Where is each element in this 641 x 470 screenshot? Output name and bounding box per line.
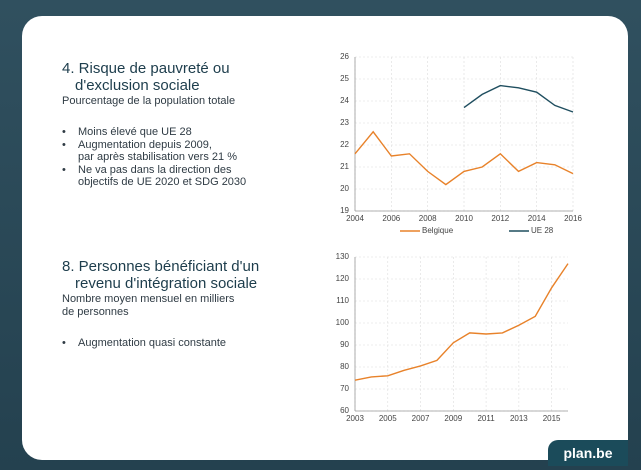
y-tick-label: 70 <box>340 384 349 393</box>
legend-label: UE 28 <box>531 226 554 235</box>
y-tick-label: 130 <box>336 252 350 261</box>
y-tick-label: 100 <box>336 318 350 327</box>
y-tick-label: 60 <box>340 406 349 415</box>
bullets: Moins élevé que UE 28 Augmentation depui… <box>62 126 302 189</box>
subtitle-line: Pourcentage de la population totale <box>62 95 236 107</box>
data-line <box>354 130 574 186</box>
y-tick-label: 26 <box>340 52 349 61</box>
legend-label: Belgique <box>422 226 454 235</box>
section: 8. Personnes bénéficiant d'un revenu d'i… <box>62 258 302 350</box>
title-line: d'exclusion sociale <box>75 77 200 94</box>
data-line <box>354 263 569 381</box>
bullet-line: objectifs de UE 2020 et SDG 2030 <box>78 176 247 188</box>
brand: plan.be <box>548 440 628 466</box>
subtitle: Pourcentage de la population totale <box>62 95 302 108</box>
subtitle-line: Nombre moyen mensuel en milliers <box>62 293 235 305</box>
x-tick-label: 2006 <box>382 214 400 223</box>
bullet: Augmentation quasi constante <box>62 337 302 350</box>
bullet: Moins élevé que UE 28 <box>62 126 302 139</box>
y-tick-label: 25 <box>340 74 349 83</box>
bullet-line: Moins élevé que UE 28 <box>78 126 192 138</box>
y-tick-label: 24 <box>340 96 349 105</box>
title-line: 4. Risque de pauvreté ou <box>62 60 230 77</box>
title-line: revenu d'intégration sociale <box>75 275 258 292</box>
subtitle: Nombre moyen mensuel en milliers de pers… <box>62 293 302 319</box>
bullet: Ne va pas dans la direction desobjectifs… <box>62 164 302 189</box>
section-title: 8. Personnes bénéficiant d'un revenu d'i… <box>62 258 302 292</box>
x-tick-label: 2016 <box>564 214 582 223</box>
y-tick-label: 21 <box>340 162 349 171</box>
data-line <box>463 84 574 113</box>
x-tick-label: 2012 <box>491 214 509 223</box>
x-tick-label: 2013 <box>510 414 528 423</box>
subtitle-line: de personnes <box>62 306 129 318</box>
y-tick-label: 80 <box>340 362 349 371</box>
x-tick-label: 2014 <box>528 214 546 223</box>
x-tick-label: 2005 <box>379 414 397 423</box>
y-tick-label: 19 <box>340 206 349 215</box>
bullets: Augmentation quasi constante <box>62 337 302 350</box>
section: 4. Risque de pauvreté ou d'exclusion soc… <box>62 60 302 189</box>
title-line: 8. Personnes bénéficiant d'un <box>62 258 260 275</box>
x-tick-label: 2011 <box>477 414 495 423</box>
bullet-line: Augmentation depuis 2009, <box>78 138 212 151</box>
x-tick-label: 2007 <box>412 414 430 423</box>
x-tick-label: 2008 <box>419 214 437 223</box>
x-tick-label: 2010 <box>455 214 473 223</box>
y-tick-label: 90 <box>340 340 349 349</box>
y-tick-label: 22 <box>340 140 349 149</box>
x-tick-label: 2003 <box>346 414 364 423</box>
x-tick-label: 2004 <box>346 214 364 223</box>
y-tick-label: 120 <box>336 274 350 283</box>
x-tick-label: 2015 <box>543 414 561 423</box>
bullet-line: par après stabilisation vers 21 % <box>78 151 237 163</box>
y-tick-label: 23 <box>340 118 349 127</box>
bullet: Augmentation depuis 2009,par après stabi… <box>62 139 302 164</box>
x-tick-label: 2009 <box>444 414 462 423</box>
bullet-line: Ne va pas dans la direction des <box>78 163 232 176</box>
bullet-line: Augmentation quasi constante <box>78 337 226 349</box>
y-tick-label: 110 <box>336 296 349 305</box>
y-tick-label: 20 <box>340 184 349 193</box>
section-title: 4. Risque de pauvreté ou d'exclusion soc… <box>62 60 302 94</box>
